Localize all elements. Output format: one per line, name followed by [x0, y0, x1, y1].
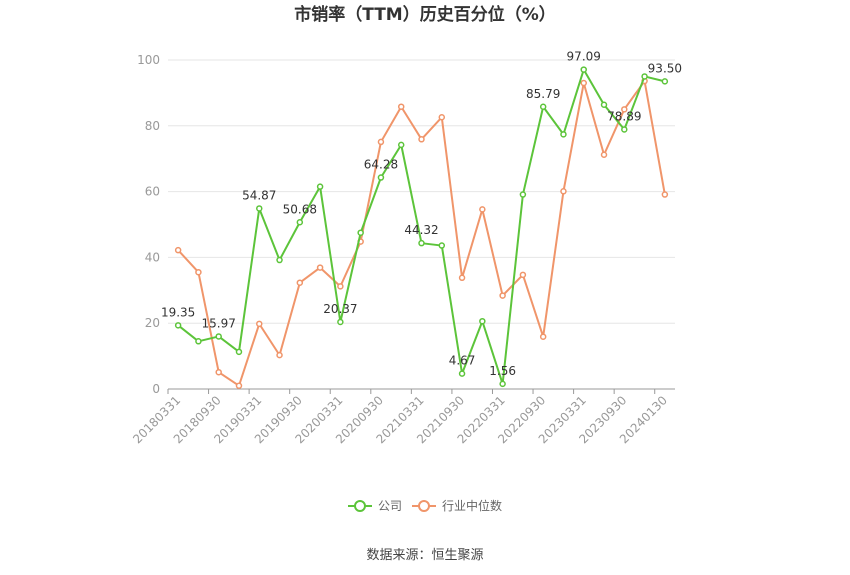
data-label: 78.89	[607, 109, 641, 123]
data-point	[458, 274, 466, 282]
data-point	[215, 333, 222, 340]
data-point	[560, 131, 567, 138]
data-point	[337, 283, 344, 290]
data-point	[418, 239, 425, 247]
data-point	[256, 320, 263, 328]
data-point	[276, 351, 283, 359]
data-point	[174, 246, 182, 254]
data-point	[377, 138, 385, 146]
data-label: 50.68	[283, 202, 317, 216]
data-point	[357, 229, 364, 236]
data-label: 54.87	[242, 188, 276, 202]
legend-item-0[interactable]: 公司	[348, 499, 402, 513]
data-point	[215, 368, 222, 376]
data-label: 4.67	[449, 354, 476, 368]
data-point	[499, 380, 506, 388]
data-point	[560, 188, 567, 195]
data-point	[458, 370, 466, 377]
data-point	[539, 333, 547, 340]
data-point	[438, 242, 446, 249]
data-point	[316, 183, 324, 190]
data-point	[499, 292, 506, 299]
data-point	[377, 174, 385, 181]
legend-swatch-marker	[354, 500, 366, 512]
legend-label: 行业中位数	[442, 498, 502, 513]
data-label: 93.50	[648, 61, 682, 75]
data-label: 85.79	[526, 87, 560, 101]
data-point	[661, 78, 669, 85]
data-point	[296, 279, 304, 286]
data-label: 64.28	[364, 158, 398, 172]
data-point	[195, 338, 202, 345]
data-point	[418, 136, 425, 143]
data-point	[600, 101, 608, 108]
chart-title: 市销率（TTM）历史百分位（%）	[294, 4, 556, 25]
data-point	[641, 73, 648, 80]
data-point	[479, 206, 486, 213]
legend[interactable]: 公司 行业中位数	[348, 498, 502, 513]
series-group	[174, 66, 669, 389]
data-label: 15.97	[202, 316, 236, 330]
data-labels: 19.35 15.97 54.87 50.68 20.37 64.28 44.32 4.67 1…	[161, 50, 682, 378]
data-label: 97.09	[567, 50, 601, 64]
data-point	[397, 103, 405, 110]
data-point	[519, 271, 527, 279]
legend-label: 公司	[378, 499, 402, 513]
data-label: 44.32	[404, 223, 438, 237]
data-point	[397, 141, 405, 149]
y-tick-label: 60	[145, 185, 160, 199]
data-point	[621, 126, 628, 133]
data-point	[235, 382, 243, 389]
y-tick-label: 40	[145, 250, 160, 264]
y-tick-label: 80	[145, 119, 160, 133]
data-point	[539, 103, 547, 111]
data-point	[276, 256, 283, 264]
data-point	[580, 66, 587, 73]
source-note: 数据来源：恒生聚源	[366, 548, 483, 563]
legend-swatch-marker	[418, 500, 430, 512]
legend-item-1[interactable]: 行业中位数	[412, 498, 502, 513]
data-label: 20.37	[323, 302, 357, 316]
y-tick-label: 0	[152, 382, 160, 396]
data-point	[256, 205, 263, 212]
data-point	[519, 191, 527, 198]
data-point	[296, 219, 304, 226]
data-point	[438, 113, 446, 121]
data-label: 1.56	[489, 364, 516, 378]
data-point	[174, 322, 182, 329]
data-point	[337, 318, 344, 326]
x-axis: 2018033120180930201903312019093020200331…	[130, 388, 675, 446]
y-tick-label: 100	[137, 53, 160, 67]
data-point	[600, 151, 608, 159]
data-point	[235, 348, 243, 356]
y-axis: 0 20 40 60 80 100	[137, 53, 160, 396]
data-point	[195, 268, 202, 276]
data-point	[316, 264, 324, 271]
y-tick-label: 20	[145, 316, 160, 330]
data-label: 19.35	[161, 305, 195, 319]
data-point	[580, 79, 587, 87]
data-point	[479, 317, 486, 325]
data-point	[661, 191, 669, 198]
data-point	[621, 106, 628, 113]
